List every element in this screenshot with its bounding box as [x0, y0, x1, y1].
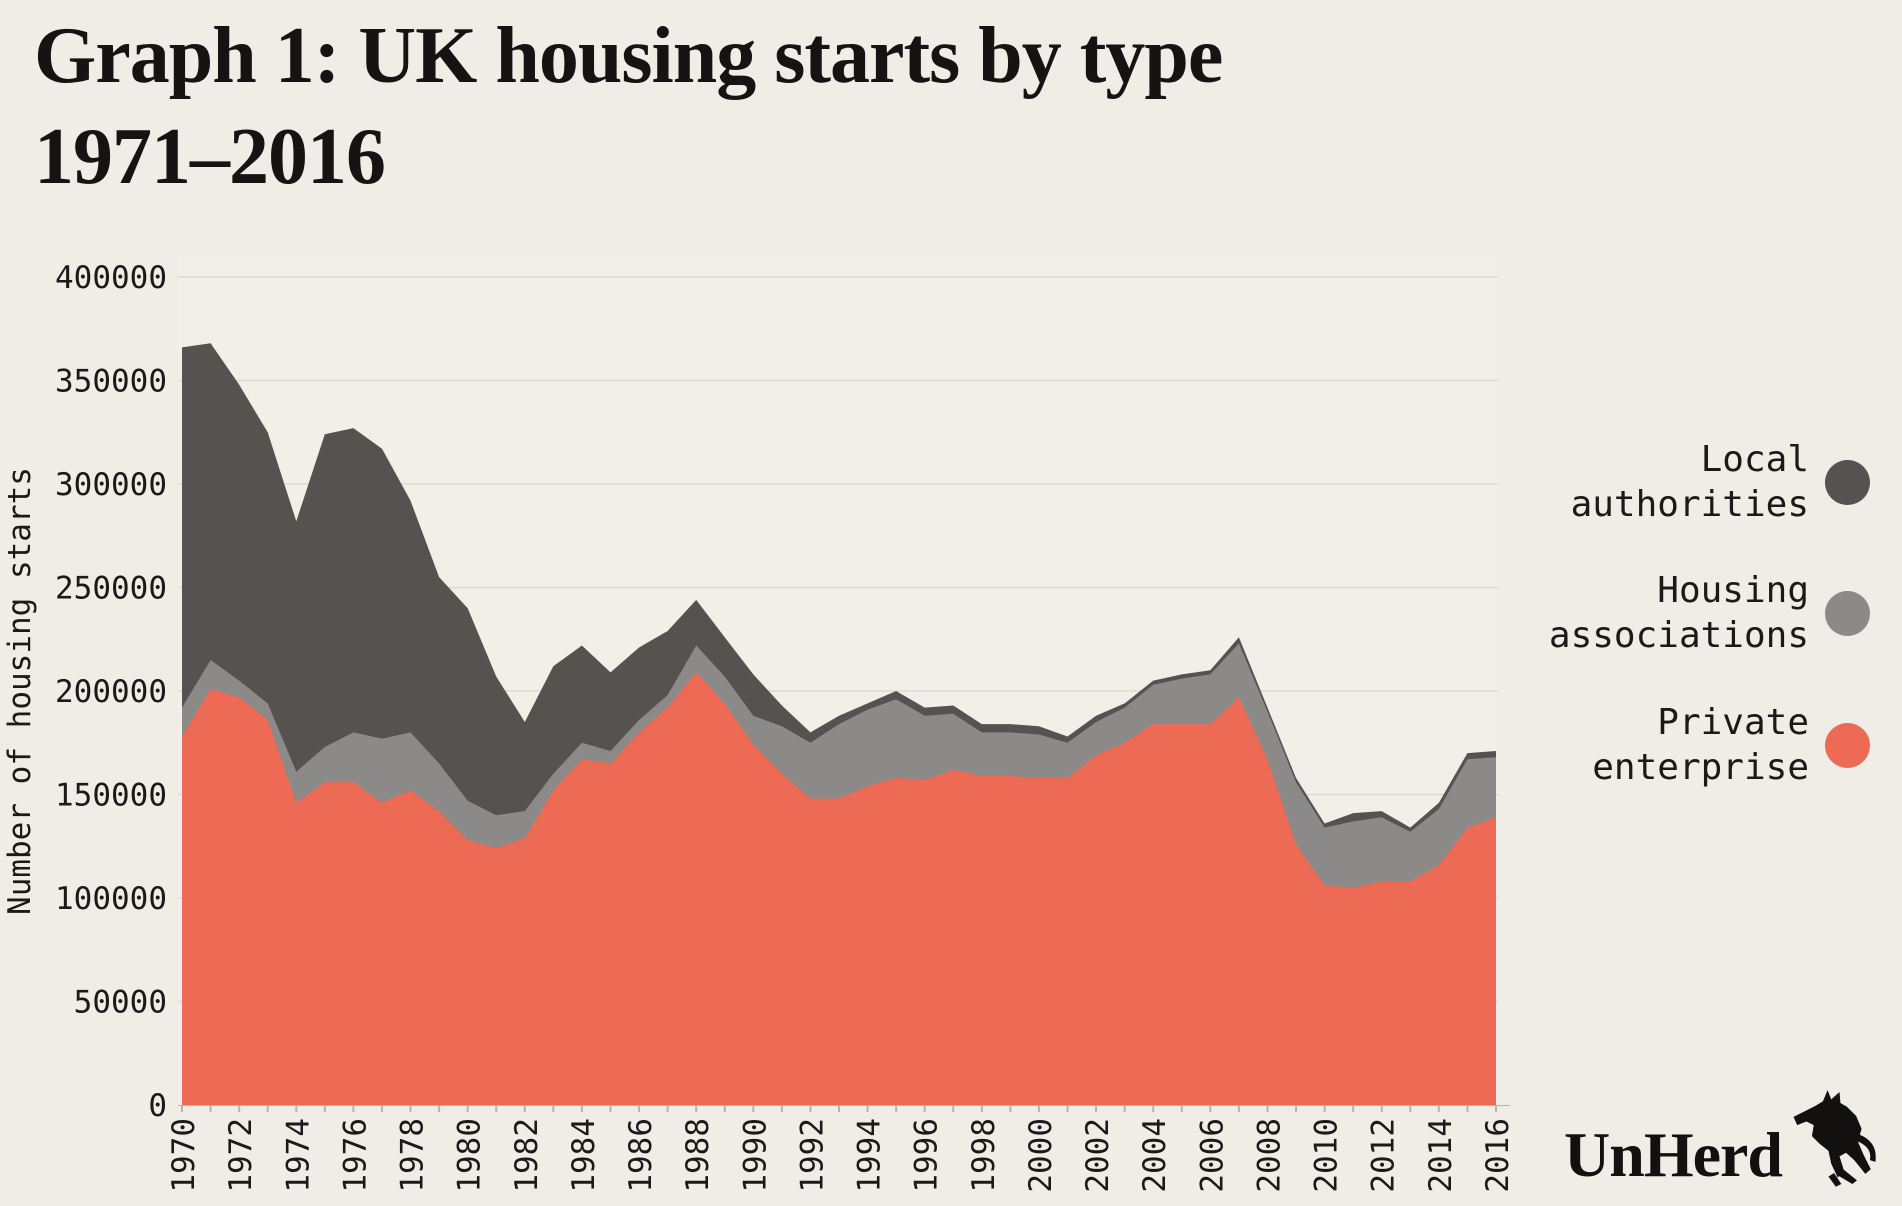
x-tick-label: 2010 — [1309, 1118, 1345, 1193]
x-tick-label: 1982 — [509, 1118, 545, 1193]
y-tick-label: 300000 — [55, 467, 167, 503]
x-tick-label: 2016 — [1480, 1118, 1516, 1193]
y-tick-label: 350000 — [55, 364, 167, 400]
x-tick-label: 1976 — [337, 1118, 373, 1193]
legend-item-housing-associations: Housing associations — [1450, 568, 1870, 658]
legend-dot-private-enterprise-icon — [1825, 722, 1870, 768]
unherd-logo: UnHerd — [1564, 1088, 1880, 1190]
x-tick-label: 1988 — [680, 1118, 716, 1193]
x-tick-label: 1980 — [452, 1118, 488, 1193]
x-tick-label: 1992 — [794, 1118, 830, 1193]
x-tick-label: 1984 — [566, 1118, 602, 1193]
x-tick-label: 2008 — [1251, 1118, 1287, 1193]
legend-label: Private — [1657, 702, 1809, 743]
x-tick-label: 1998 — [966, 1118, 1002, 1193]
brand-wordmark: UnHerd — [1564, 1119, 1783, 1190]
chart-title: Graph 1: UK housing starts by type 1971–… — [34, 6, 1534, 208]
x-tick-label: 1978 — [395, 1118, 431, 1193]
x-tick-label: 2002 — [1080, 1118, 1116, 1193]
x-tick-label: 2000 — [1023, 1118, 1059, 1193]
legend-item-private-enterprise: Private enterprise — [1450, 700, 1870, 790]
x-tick-label: 1974 — [280, 1118, 316, 1193]
x-tick-label: 2006 — [1194, 1118, 1230, 1193]
legend-dot-housing-associations-icon — [1825, 590, 1870, 636]
y-tick-label: 100000 — [55, 881, 167, 917]
y-tick-label: 400000 — [55, 260, 167, 296]
legend-label: Housing — [1657, 570, 1809, 611]
legend-dot-local-authorities-icon — [1825, 459, 1870, 505]
legend-label: Local — [1700, 439, 1809, 480]
legend-label: enterprise — [1592, 747, 1809, 788]
legend-item-local-authorities: Local authorities — [1450, 437, 1870, 527]
chart-title-line2: 1971–2016 — [34, 113, 386, 201]
chart-title-line1: Graph 1: UK housing starts by type — [34, 12, 1223, 100]
x-tick-label: 1970 — [166, 1118, 202, 1193]
y-tick-label: 250000 — [55, 571, 167, 607]
y-tick-label: 0 — [148, 1088, 167, 1124]
y-tick-label: 200000 — [55, 674, 167, 710]
x-tick-label: 1990 — [737, 1118, 773, 1193]
legend-label: associations — [1548, 615, 1809, 656]
y-tick-label: 50000 — [74, 985, 167, 1021]
legend-label: authorities — [1570, 484, 1809, 525]
x-tick-label: 2004 — [1137, 1118, 1173, 1193]
x-tick-label: 2014 — [1423, 1118, 1459, 1193]
cow-icon — [1793, 1090, 1876, 1187]
y-axis-title: Number of housing starts — [2, 467, 38, 915]
x-tick-label: 1972 — [223, 1118, 259, 1193]
x-tick-label: 1986 — [623, 1118, 659, 1193]
x-tick-label: 2012 — [1366, 1118, 1402, 1193]
area-private-enterprise — [182, 672, 1496, 1105]
x-tick-label: 1994 — [852, 1118, 888, 1193]
y-tick-label: 150000 — [55, 778, 167, 814]
x-tick-label: 1996 — [909, 1118, 945, 1193]
